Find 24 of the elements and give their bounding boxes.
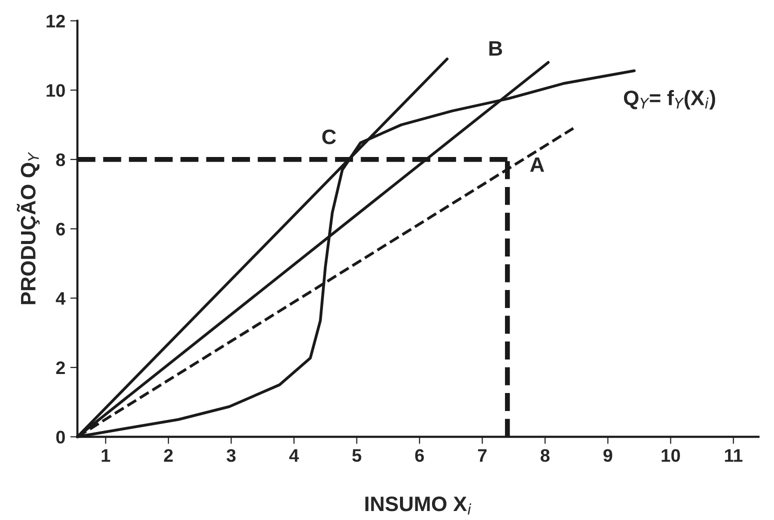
- y-tick-label: 12: [46, 14, 65, 28]
- x-tick-label: 7: [478, 449, 487, 462]
- x-tick-label: 4: [289, 449, 299, 462]
- y-tick-label: 10: [46, 84, 65, 97]
- y-tick-label: 4: [56, 292, 66, 305]
- x-tick-label: 1: [102, 449, 110, 462]
- annotation: B: [489, 41, 502, 56]
- x-tick-label: 10: [662, 449, 680, 462]
- x-tick-label: 3: [226, 449, 236, 462]
- y-tick-label: 8: [56, 153, 66, 166]
- annotation: A: [530, 157, 544, 172]
- x-axis-title: INSUMO X$_{i}$: [365, 496, 472, 514]
- y-tick-label: 2: [56, 361, 65, 374]
- y-tick-label: 6: [56, 222, 65, 236]
- x-tick-label: 9: [603, 449, 612, 462]
- y-tick-label: 0: [56, 430, 65, 444]
- x-tick-label: 8: [540, 449, 550, 462]
- x-tick-label: 6: [415, 449, 424, 462]
- annotation: C: [322, 129, 336, 144]
- y-axis-title: PRODUÇÃO Q$_{Y}$: [16, 152, 40, 304]
- x-tick-label: 11: [725, 449, 742, 462]
- annotation: Q$_{Y}$= f$_{Y}$(X$_{i}$): [624, 90, 716, 110]
- x-tick-label: 2: [164, 449, 173, 462]
- x-tick-label: 5: [352, 449, 362, 462]
